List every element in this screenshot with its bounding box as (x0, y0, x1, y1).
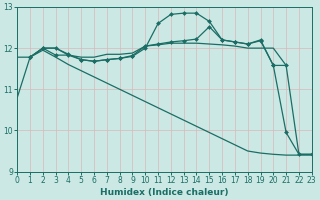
X-axis label: Humidex (Indice chaleur): Humidex (Indice chaleur) (100, 188, 229, 197)
